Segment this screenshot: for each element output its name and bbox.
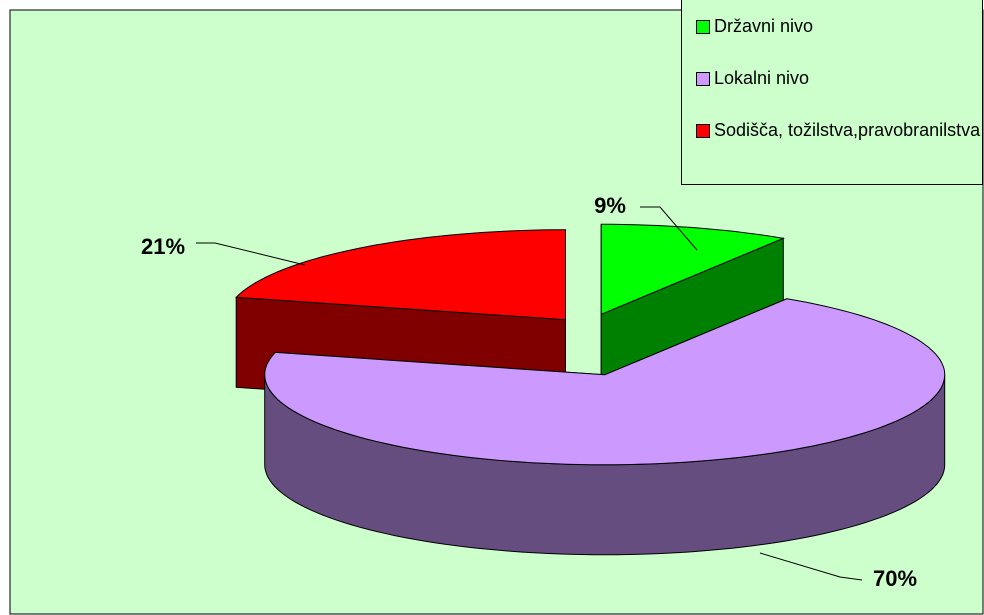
slice [235, 229, 566, 321]
legend-swatch [696, 20, 710, 34]
data-label: 9% [594, 193, 626, 218]
slice [264, 298, 946, 466]
legend-swatch [696, 124, 710, 138]
legend: Državni nivo Lokalni nivo Sodišča, tožilst… [681, 0, 983, 185]
legend-label: Državni nivo [714, 16, 814, 36]
legend-swatch [696, 72, 710, 86]
legend-item: Državni nivo [696, 14, 982, 38]
leader-line [196, 242, 306, 266]
slice [600, 223, 786, 316]
data-label: 21% [141, 234, 185, 259]
leader-line [640, 206, 698, 251]
legend-item: Sodišča, tožilstva,pravobranilstva [696, 118, 982, 142]
legend-label: Lokalni nivo [714, 68, 810, 88]
leader-line [759, 552, 863, 581]
legend-label: Sodišča, tožilstva,pravobranilstva [714, 120, 981, 140]
legend-item: Lokalni nivo [696, 66, 982, 90]
data-label: 70% [873, 566, 917, 591]
